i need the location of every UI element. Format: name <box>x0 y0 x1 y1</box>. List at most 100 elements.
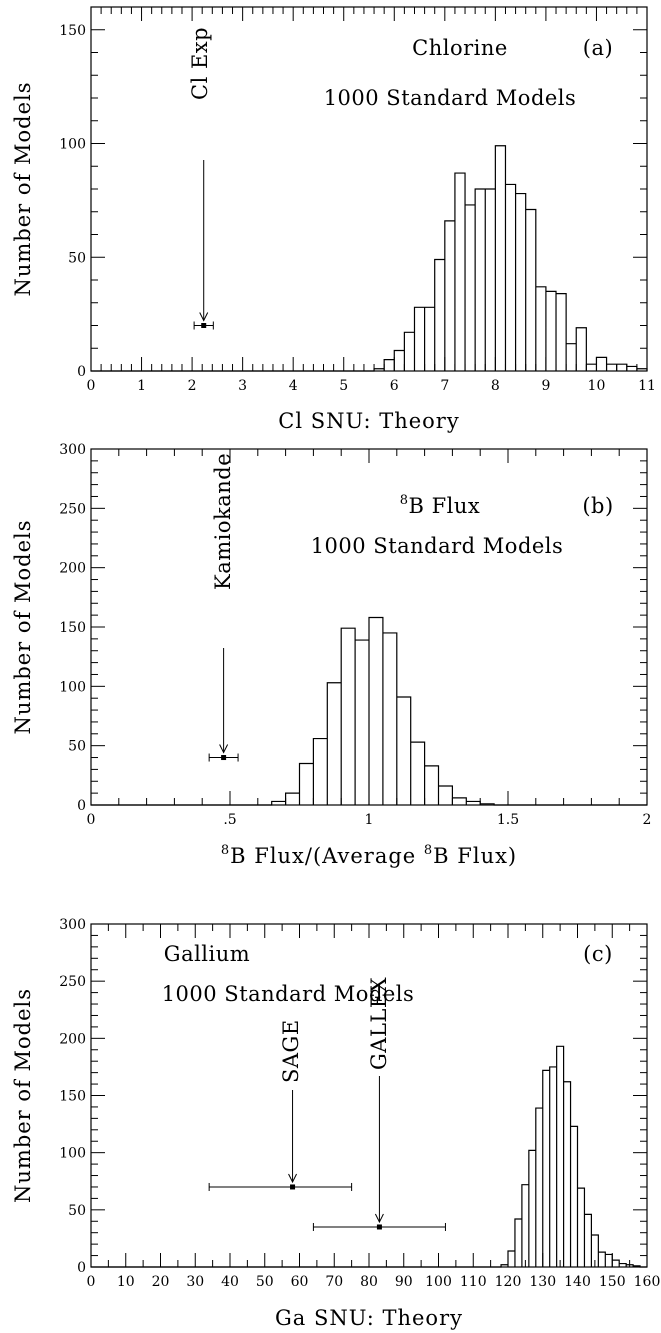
y-tick-label: 200 <box>59 1031 86 1047</box>
panel-8b-flux: 0 .5 1 1.5 2 0 50 100 150 200 250 300 Number of Mode… <box>11 442 651 868</box>
x-axis-label: Cl SNU: Theory <box>278 409 459 433</box>
histogram-bin <box>617 364 627 371</box>
y-tick-label: 0 <box>77 364 86 380</box>
x-tick-label: 9 <box>541 378 550 394</box>
histogram-bin <box>576 328 586 371</box>
x-tick-label: 90 <box>395 1274 413 1290</box>
panel-label: (c) <box>583 942 613 966</box>
x-tick-label: 160 <box>634 1274 661 1290</box>
histogram-bin <box>465 205 475 371</box>
histogram-bin <box>452 798 466 805</box>
histogram-bin <box>571 1126 578 1267</box>
histogram-bin <box>355 640 369 805</box>
histogram-bin <box>543 1070 550 1267</box>
histogram-bin <box>566 344 576 371</box>
experiment-label: GALLEX <box>367 977 391 1070</box>
x-tick-label: 1 <box>137 378 146 394</box>
histogram-bin <box>384 360 394 371</box>
x-tick-label: 120 <box>495 1274 522 1290</box>
histogram-bin <box>411 742 425 805</box>
y-tick-label: 50 <box>68 1203 86 1219</box>
x-tick-label: 11 <box>638 378 656 394</box>
histogram-bin <box>598 1252 605 1267</box>
histogram-bin <box>591 1235 598 1267</box>
x-tick-label: 4 <box>289 378 298 394</box>
experiment-point <box>290 1184 296 1190</box>
histogram-bin <box>455 173 465 371</box>
experiment-label: Cl Exp <box>188 27 212 100</box>
histogram-bin <box>529 1150 536 1267</box>
x-tick-label: 2 <box>643 812 652 828</box>
histogram-bin <box>445 221 455 371</box>
x-tick-label: 20 <box>152 1274 170 1290</box>
x-tick-label: 40 <box>221 1274 239 1290</box>
histogram-bin <box>300 763 314 805</box>
y-tick-label: 250 <box>59 974 86 990</box>
y-tick-label: 150 <box>59 23 86 39</box>
experiment-point <box>376 1224 382 1230</box>
histogram-bin <box>550 1067 557 1267</box>
histogram-bin <box>508 1251 515 1267</box>
histogram-bin <box>286 793 300 805</box>
histogram-bin <box>327 683 341 805</box>
histogram-bin <box>607 364 617 371</box>
chart-title-line: 1000 Standard Models <box>162 982 415 1006</box>
x-tick-label: 140 <box>564 1274 591 1290</box>
histogram-bin <box>516 194 526 371</box>
arrow-head <box>374 1213 384 1224</box>
histogram-bin <box>505 184 515 371</box>
experiment-cl-exp <box>193 160 214 330</box>
chart-title-line: Gallium <box>164 942 250 966</box>
x-tick-label: 5 <box>339 378 348 394</box>
histogram-bin <box>596 357 606 371</box>
histogram-bin <box>612 1260 619 1267</box>
histogram-bin <box>619 1264 626 1267</box>
histogram-bin <box>536 287 546 371</box>
histogram-bin <box>633 1266 640 1267</box>
y-tick-label: 0 <box>77 1260 86 1276</box>
histogram-bin <box>439 786 453 805</box>
x-axis-label: 8B Flux/(Average 8B Flux) <box>221 843 517 868</box>
x-tick-label: 8 <box>491 378 500 394</box>
histogram-bin <box>515 1219 522 1267</box>
chlorine-ticks <box>90 6 648 372</box>
experiment-label: SAGE <box>279 1019 303 1083</box>
histogram-bin <box>627 366 637 371</box>
y-tick-label: 150 <box>59 620 86 636</box>
histogram-bin <box>546 291 556 371</box>
histogram-bin <box>578 1188 585 1267</box>
experiment-point <box>201 323 207 328</box>
x-tick-label: 0 <box>87 1274 96 1290</box>
experiment-label: Kamiokande <box>211 453 235 590</box>
histogram-bin <box>425 307 435 371</box>
x-tick-label: 60 <box>291 1274 309 1290</box>
histogram-bin <box>383 633 397 805</box>
x-tick-label: 0 <box>87 378 96 394</box>
histogram-bin <box>374 369 384 371</box>
y-tick-label: 300 <box>59 917 86 933</box>
histogram-bin <box>341 628 355 805</box>
histogram-bin <box>397 697 411 805</box>
histogram-series <box>91 616 647 806</box>
histogram-bin <box>605 1254 612 1267</box>
histogram-bin <box>526 209 536 371</box>
x-axis-label: Ga SNU: Theory <box>275 1306 463 1330</box>
experiment-gallex <box>312 1076 446 1231</box>
x-tick-label: 80 <box>360 1274 378 1290</box>
experiment-kamiokande <box>208 648 239 762</box>
x-tick-label: 1 <box>365 812 374 828</box>
histogram-bin <box>495 146 505 371</box>
x-tick-label: 0 <box>87 812 96 828</box>
chart-title-line: 1000 Standard Models <box>324 86 577 110</box>
panel-chlorine: 0 1 2 3 4 5 6 7 8 9 10 11 0 50 100 150 Number of Models C… <box>11 6 656 433</box>
x-tick-label: 6 <box>390 378 399 394</box>
histogram-bin <box>626 1265 633 1267</box>
y-axis-label: Number of Models <box>11 988 35 1203</box>
y-tick-label: 100 <box>59 1146 86 1162</box>
histogram-bin <box>414 307 424 371</box>
histogram-bin <box>564 1082 571 1267</box>
histogram-bin <box>536 1108 543 1267</box>
histogram-bin <box>584 1214 591 1267</box>
y-tick-label: 0 <box>77 798 86 814</box>
